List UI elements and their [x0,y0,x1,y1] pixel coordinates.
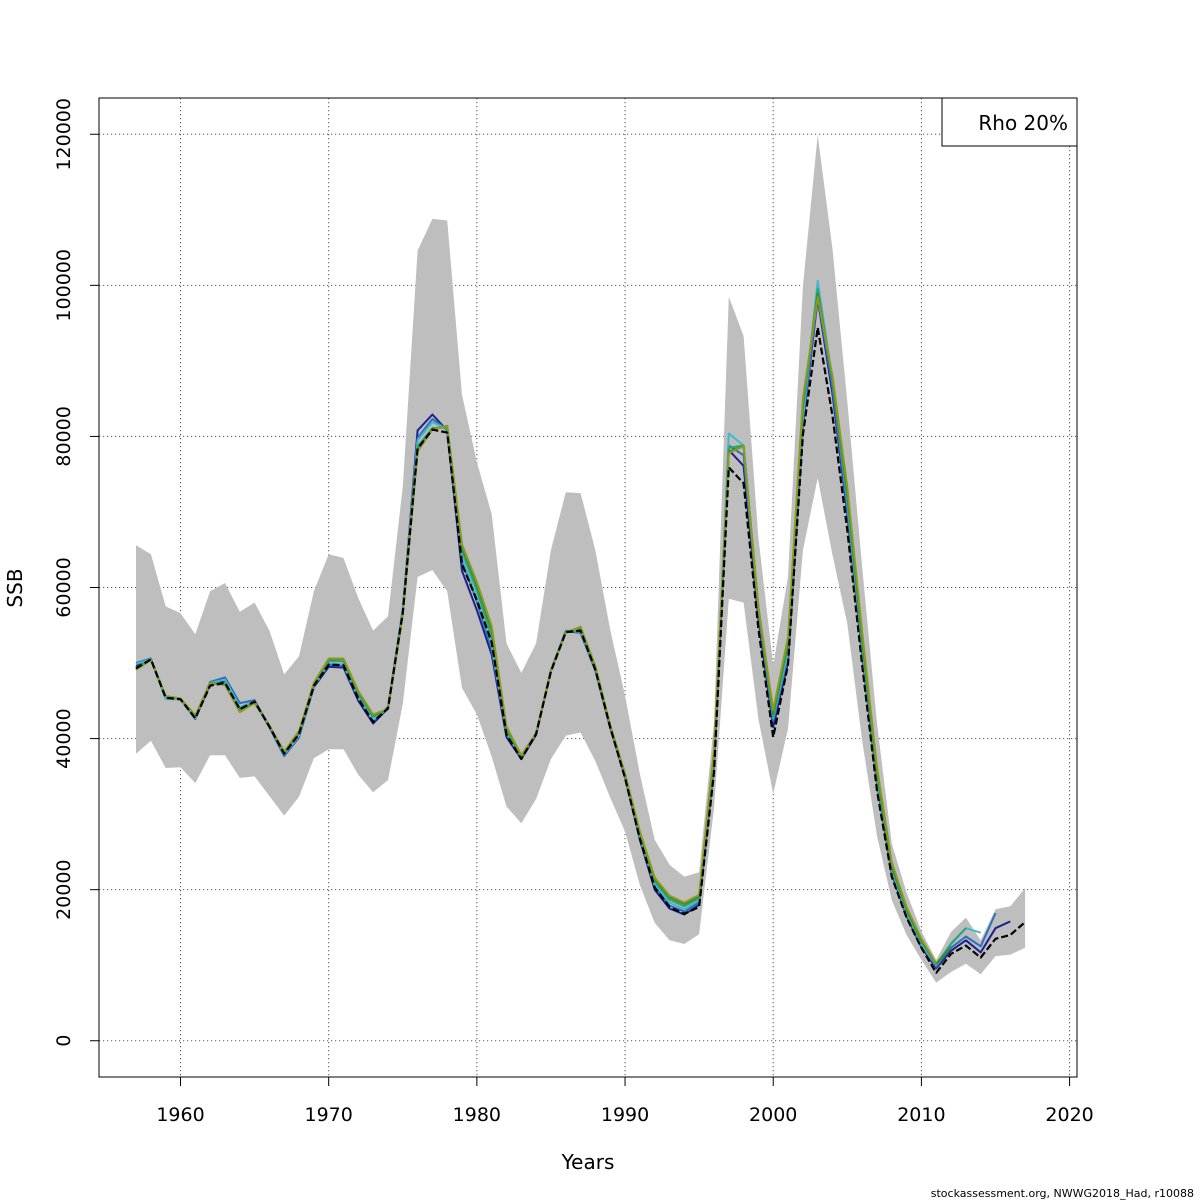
x-tick-label-2: 1980 [453,1104,501,1126]
y-tick-label-6: 120000 [53,98,75,171]
y-tick-label-4: 80000 [53,406,75,466]
x-tick-label-3: 1990 [601,1104,649,1126]
x-tick-label-1: 1970 [305,1104,353,1126]
x-tick-label-6: 2020 [1045,1104,1093,1126]
legend: Rho 20% [941,97,1078,147]
y-tick-label-1: 20000 [53,859,75,919]
legend-label: Rho 20% [978,111,1068,135]
y-tick-label-3: 60000 [53,557,75,617]
y-axis: 0 20000 40000 60000 80000 100000 120000 [53,98,99,1047]
x-axis-title: Years [561,1150,615,1174]
series-line-final-run [135,326,1026,974]
series-layer [135,279,1026,974]
x-axis: 1960 1970 1980 1990 2000 2010 2020 [156,1077,1094,1126]
x-tick-label-4: 2000 [749,1104,797,1126]
y-axis-title: SSB [3,568,27,607]
credit-text: stockassessment.org, NWWG2018_Had, r1008… [931,1187,1194,1200]
y-tick-label-2: 40000 [53,708,75,768]
x-tick-label-5: 2010 [897,1104,945,1126]
confidence-band-layer [136,135,1026,983]
x-tick-label-0: 1960 [156,1104,204,1126]
y-tick-label-0: 0 [53,1035,75,1047]
y-tick-label-5: 100000 [53,249,75,322]
legend-box [941,97,1078,147]
confidence-band [136,135,1026,983]
